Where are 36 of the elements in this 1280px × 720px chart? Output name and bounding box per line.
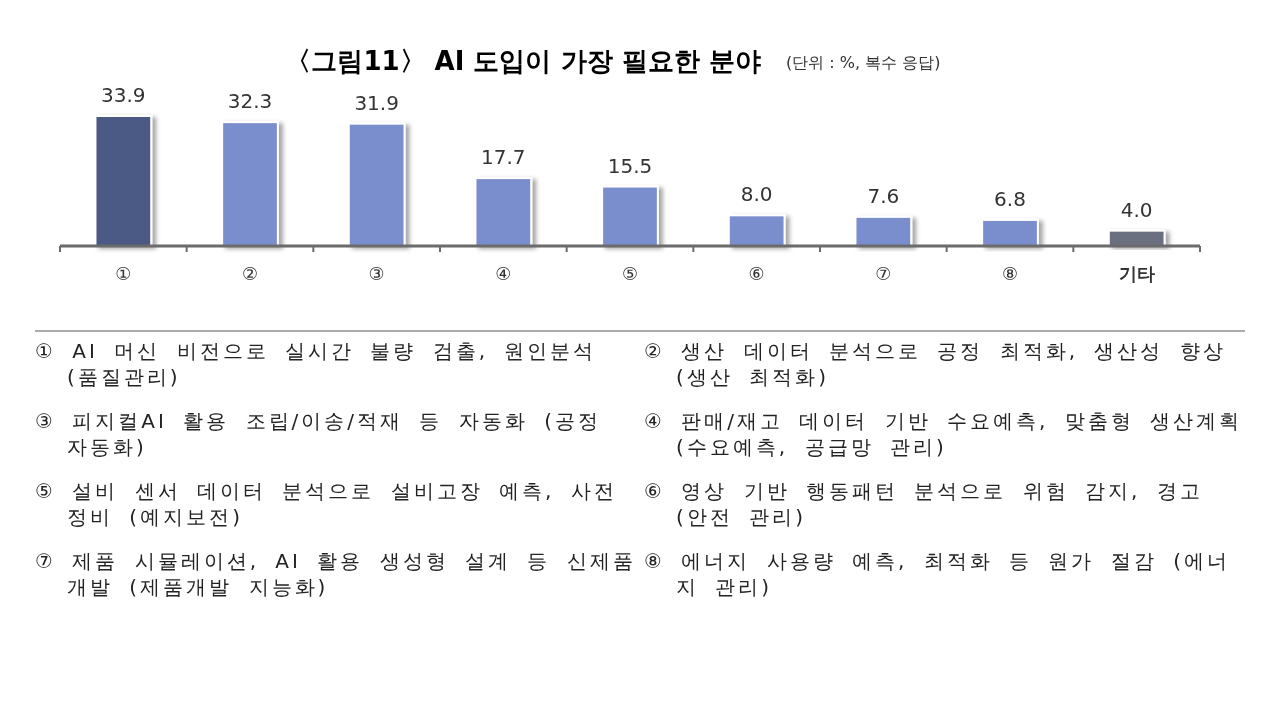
x-tick-label: ③ xyxy=(368,263,385,284)
data-label: 31.9 xyxy=(354,90,399,115)
text: ⑧ 에너지 사용량 예측, 최적화 등 원가 절감 (에너지 관리) xyxy=(644,548,1231,600)
x-tick-label: ① xyxy=(115,263,132,284)
text: ② 생산 데이터 분석으로 공정 최적화, 생산성 향상 (생산 최적화) xyxy=(644,338,1227,390)
x-tick-label: 기타 xyxy=(1118,263,1155,284)
bar xyxy=(981,218,1039,247)
bar xyxy=(221,121,279,247)
text: ⑤ 설비 센서 데이터 분석으로 설비고장 예측, 사전정비 (예지보전) xyxy=(35,478,618,530)
x-tick-label: ⑧ xyxy=(1001,263,1019,284)
data-label: 6.8 xyxy=(994,186,1026,211)
text: ⑦ 제품 시뮬레이션, AI 활용 생성형 설계 등 신제품개발 (제품개발 지능화) xyxy=(35,548,636,600)
data-label: 8.0 xyxy=(740,182,773,207)
bar xyxy=(474,177,533,247)
x-tick-label: ② xyxy=(241,263,259,284)
data-label: 15.5 xyxy=(607,153,653,178)
bar xyxy=(854,215,913,247)
bar xyxy=(601,185,659,247)
x-tick-label: ④ xyxy=(495,263,512,284)
x-tick-label: ⑤ xyxy=(621,263,639,284)
text: ④ 판매/재고 데이터 기반 수요예측, 맞춤형 생산계획 (수요예측, 공급망 관리) xyxy=(644,408,1244,460)
bar xyxy=(94,115,153,247)
text: ③ 피지컬AI 활용 조립/이송/적재 등 자동화 (공정 자동화) xyxy=(35,408,602,460)
chart-title: 〈그림11〉 AI 도입이 가장 필요한 분야 xyxy=(285,46,761,76)
text: ① AI 머신 비전으로 실시간 불량 검출, 원인분석 (품질관리) xyxy=(35,338,598,390)
data-label: 32.3 xyxy=(227,89,273,114)
data-label: 33.9 xyxy=(101,83,146,107)
x-tick-label: ⑥ xyxy=(748,263,765,284)
data-label: 4.0 xyxy=(1120,197,1153,222)
x-tick-label: ⑦ xyxy=(875,263,892,284)
chart-subtitle: (단위 : %, 복수 응답) xyxy=(786,53,941,72)
bar xyxy=(727,214,786,247)
text: ⑥ 영상 기반 행동패턴 분석으로 위험 감지, 경고 (안전 관리) xyxy=(644,478,1204,530)
data-label: 17.7 xyxy=(481,145,526,170)
bar xyxy=(347,122,406,247)
data-label: 7.6 xyxy=(867,183,900,208)
